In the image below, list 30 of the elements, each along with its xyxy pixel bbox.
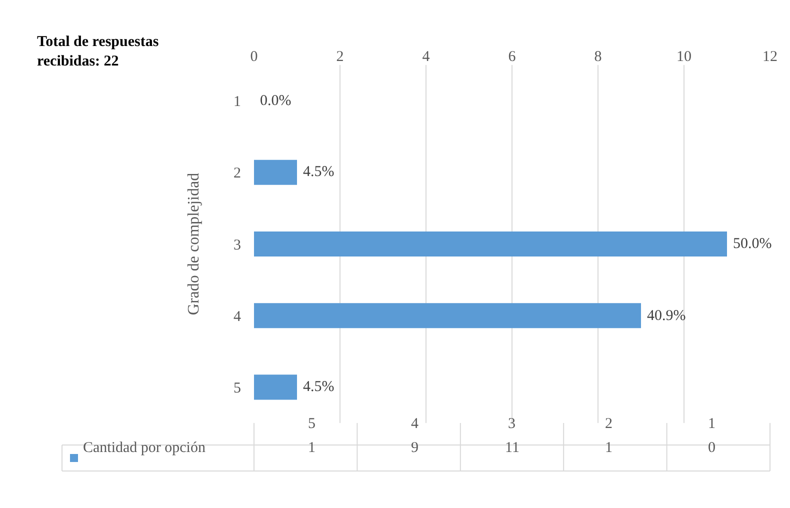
x-tick-label: 8 [594, 49, 602, 65]
annotation: 0.0% [260, 93, 292, 109]
x-tick-label: 12 [762, 49, 778, 65]
y-tick-label: 3 [234, 237, 241, 254]
category-label: 3 [508, 416, 516, 432]
x-tick-label: 2 [336, 49, 344, 65]
x-tick-label: 10 [676, 49, 692, 65]
text: 9 [411, 440, 418, 456]
annotation: 50.0% [733, 236, 772, 252]
text: 1 [605, 440, 612, 456]
y-tick-label: 2 [234, 166, 241, 182]
text: 11 [505, 440, 520, 456]
annotation: 1 [708, 416, 716, 432]
annotation: 4.5% [303, 379, 334, 395]
category-label: 2 [605, 416, 612, 432]
y-tick-label: 4 [234, 308, 242, 325]
y-axis-title: Grado de complejidad [185, 172, 202, 316]
x-tick-label: 6 [508, 49, 516, 65]
x-tick-label: 4 [422, 49, 430, 65]
x-tick-label: 0 [250, 49, 258, 65]
text: Total de respuestas recibidas: 22 [37, 34, 159, 70]
text: 1 [308, 440, 316, 456]
y-tick-label: 5 [234, 380, 241, 396]
category-label: 5 [308, 416, 316, 432]
category-label: 4 [411, 416, 418, 432]
annotation: 4.5% [303, 164, 334, 180]
annotation: 40.9% [647, 308, 686, 324]
text: 0 [708, 440, 716, 456]
y-tick-label: 1 [234, 94, 241, 110]
legend-label: Cantidad por opción [83, 440, 206, 456]
